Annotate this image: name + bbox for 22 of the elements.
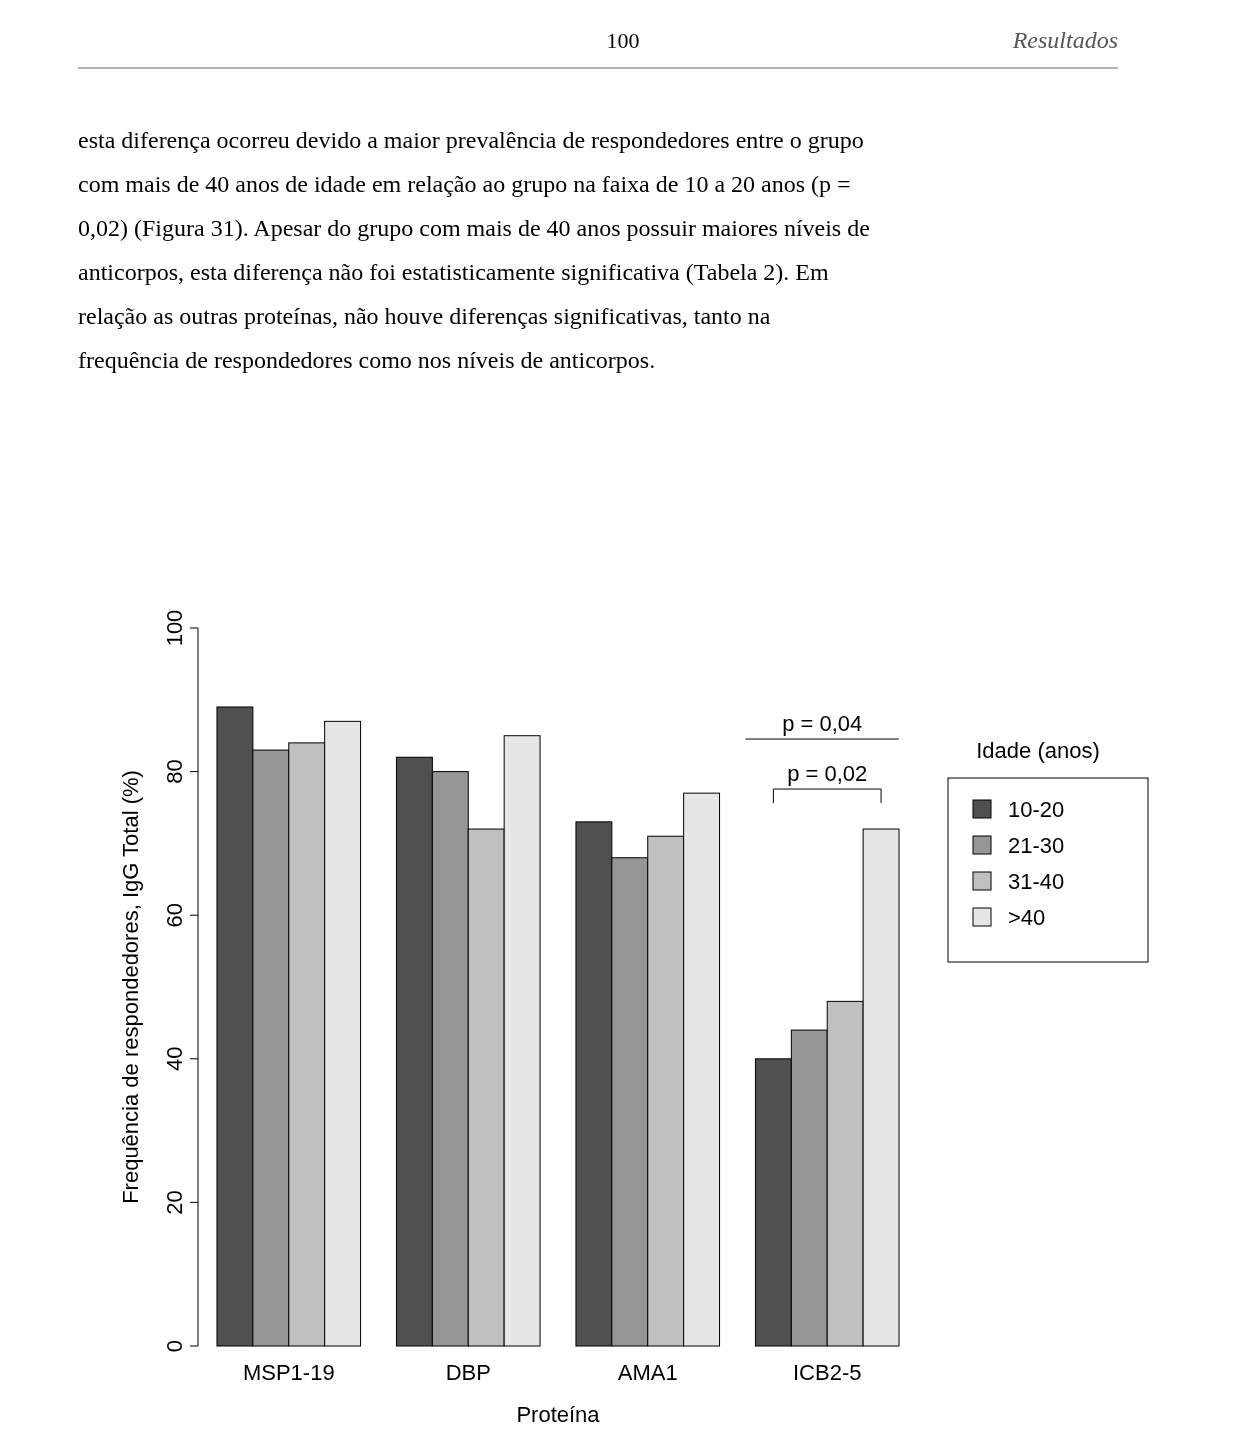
- y-tick-label: 80: [162, 759, 187, 784]
- x-axis-title: Proteína: [516, 1402, 601, 1427]
- x-tick-label: DBP: [445, 1360, 491, 1385]
- text: Resultados: [1011, 27, 1118, 53]
- x-tick-label: MSP1-19: [242, 1360, 335, 1385]
- y-tick-label: 100: [162, 609, 187, 647]
- y-axis-title: Frequência de respondedores, IgG Total (%): [118, 770, 143, 1204]
- x-tick-label: ICB2-5: [792, 1360, 862, 1385]
- legend-title: Idade (anos): [976, 738, 1100, 763]
- y-tick-label: 20: [162, 1190, 187, 1215]
- legend-label: >40: [1008, 905, 1046, 930]
- y-tick-label: 0: [162, 1339, 187, 1353]
- annotation: p = 0,04: [782, 711, 863, 737]
- x-tick-label: AMA1: [617, 1360, 678, 1385]
- legend-label: 31-40: [1008, 869, 1065, 894]
- y-tick-label: 40: [162, 1046, 187, 1072]
- legend-label: 10-20: [1008, 797, 1065, 822]
- text: esta diferença ocorreu devido a maior prevalência de respondedores entre o grupo com mais de 40 anos de idade em relação ao grupo na faixa de 10 a 20 anos (p = 0,02) (Figura 31). Apesar do grupo com mais de 40 anos possuir maiores níveis de anticorpos, esta diferença não foi estatisticamente significativa (Tabela 2). Em relação as outras proteínas, não houve diferenças significativas, tanto na frequência de respondedores como nos níveis de anticorpos.: [78, 127, 870, 373]
- text: 100: [606, 28, 640, 53]
- annotation: p = 0,02: [787, 761, 868, 787]
- legend-label: 21-30: [1008, 833, 1065, 858]
- y-tick-label: 60: [162, 902, 187, 928]
